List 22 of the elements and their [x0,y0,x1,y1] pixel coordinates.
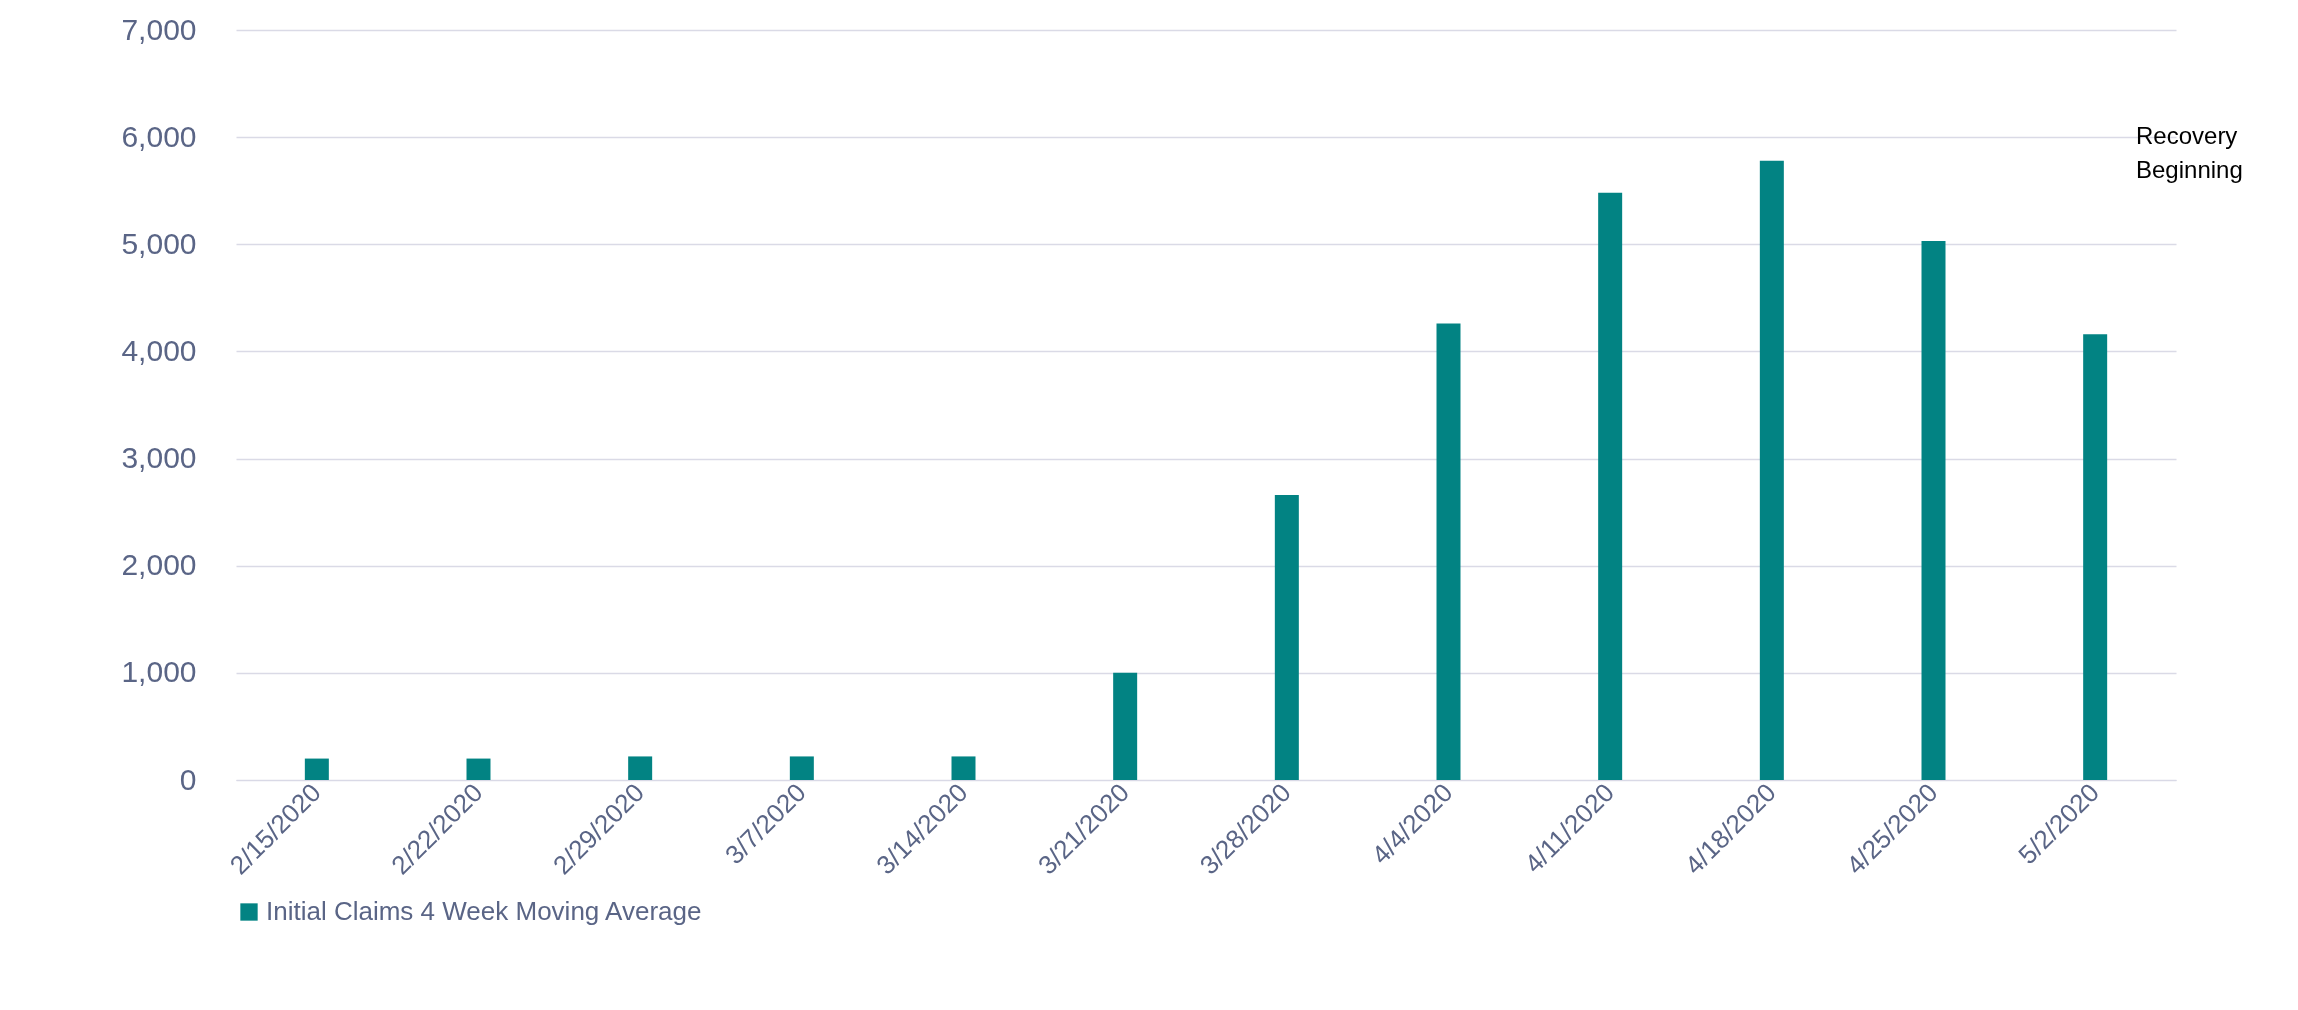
bar [2083,334,2108,780]
y-tick-label: 6,000 [121,119,197,153]
bar [1274,495,1299,780]
y-tick-label: 2,000 [121,548,197,582]
bar [1598,192,1623,780]
bar [951,756,976,780]
y-tick-label: 7,000 [121,12,197,46]
y-tick-label: 4,000 [121,333,197,367]
annotation: Recovery Beginning [2136,122,2243,183]
bar [628,756,653,780]
bar [1436,323,1461,780]
bar [1113,672,1138,780]
y-tick-label: 0 [179,762,197,796]
bar [466,758,491,780]
bar [1921,241,1946,780]
y-tick-label: 3,000 [121,441,197,475]
y-tick-label: 5,000 [121,226,197,260]
legend-label: Initial Claims 4 Week Moving Average [266,896,702,926]
bar [1759,160,1784,780]
bar [304,758,329,780]
bar [789,756,814,780]
y-tick-label: 1,000 [121,655,197,689]
